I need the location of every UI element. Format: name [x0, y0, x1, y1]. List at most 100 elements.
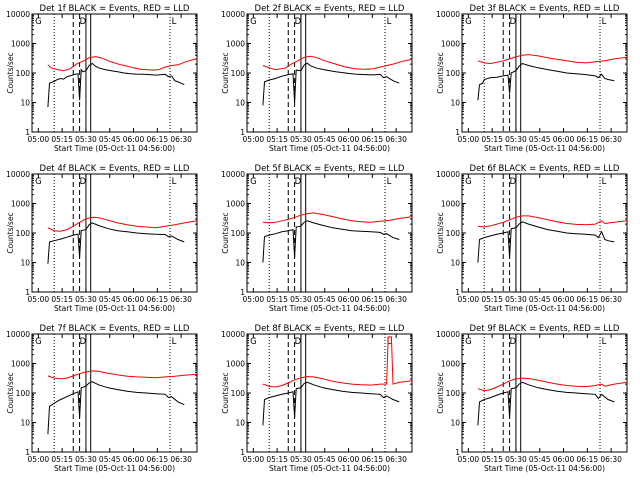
- panel-det-1: Det 1f BLACK = Events, RED = LLD 1 10 100 10…: [6, 4, 198, 153]
- panel-det-7: Det 7f BLACK = Events, RED = LLD 1 10 100 10…: [6, 324, 198, 473]
- marker-label-d: D: [510, 17, 517, 27]
- lld-series-line: [477, 215, 628, 228]
- x-tick-label: 05:30: [75, 295, 97, 304]
- marker-label-l: L: [387, 337, 392, 347]
- x-tick-label: 06:30: [385, 135, 407, 144]
- x-tick-label: 05:15: [481, 455, 503, 464]
- x-tick-label: 06:15: [147, 455, 169, 464]
- plot-frame: [31, 173, 198, 293]
- y-tick-label: 1: [455, 128, 460, 137]
- y-tick-label: 1: [25, 288, 30, 297]
- x-tick-label: 06:00: [123, 135, 145, 144]
- events-series-line: [477, 62, 615, 101]
- marker-label-g: G: [465, 17, 472, 27]
- y-axis-label: Counts/sec: [6, 52, 15, 93]
- panel-title: Det 9f BLACK = Events, RED = LLD: [470, 324, 620, 334]
- marker-label-l: L: [172, 17, 177, 27]
- panel-title: Det 6f BLACK = Events, RED = LLD: [470, 164, 620, 174]
- x-tick-label: 05:30: [75, 455, 97, 464]
- y-tick-label: 10000: [221, 330, 245, 339]
- y-tick-label: 100: [16, 69, 31, 78]
- y-tick-label: 10000: [221, 170, 245, 179]
- panel-det-2: Det 2f BLACK = Events, RED = LLD 1 10 100 10…: [221, 4, 413, 153]
- panel-title: Det 4f BLACK = Events, RED = LLD: [40, 164, 190, 174]
- marker-label-g: G: [35, 337, 42, 347]
- y-axis-label: Counts/sec: [436, 212, 445, 253]
- y-tick-label: 10000: [436, 10, 460, 19]
- y-tick-label: 100: [16, 229, 31, 238]
- marker-label-g: G: [250, 177, 257, 187]
- x-tick-label: 05:00: [243, 295, 265, 304]
- x-tick-label: 05:00: [243, 455, 265, 464]
- marker-label-l: L: [172, 177, 177, 187]
- events-series-line: [47, 62, 185, 108]
- x-tick-label: 06:15: [362, 135, 384, 144]
- panel-title: Det 3f BLACK = Events, RED = LLD: [470, 4, 620, 14]
- x-tick-label: 06:15: [362, 455, 384, 464]
- x-axis-label: Start Time (05-Oct-11 04:56:00): [54, 144, 175, 153]
- x-tick-label: 05:00: [28, 455, 50, 464]
- plot-frame: [461, 13, 628, 133]
- y-tick-label: 1: [455, 288, 460, 297]
- x-axis-label: Start Time (05-Oct-11 04:56:00): [484, 304, 605, 313]
- x-tick-label: 06:00: [338, 455, 360, 464]
- lld-series-line: [47, 216, 198, 232]
- x-tick-label: 05:30: [290, 455, 312, 464]
- x-tick-label: 06:00: [553, 295, 575, 304]
- marker-label-d: D: [80, 17, 87, 27]
- y-tick-label: 1000: [441, 200, 460, 209]
- x-tick-label: 05:00: [28, 135, 50, 144]
- x-tick-label: 05:00: [458, 295, 480, 304]
- x-tick-label: 05:30: [290, 295, 312, 304]
- y-tick-label: 10: [235, 419, 245, 428]
- y-tick-label: 1000: [11, 200, 30, 209]
- y-tick-label: 1000: [226, 360, 245, 369]
- plot-frame: [246, 173, 413, 293]
- panel-det-4: Det 4f BLACK = Events, RED = LLD 1 10 100 10…: [6, 164, 198, 313]
- x-tick-label: 06:15: [577, 295, 599, 304]
- x-tick-label: 05:45: [529, 295, 551, 304]
- marker-label-d: D: [295, 177, 302, 187]
- x-axis-label: Start Time (05-Oct-11 04:56:00): [484, 464, 605, 473]
- y-tick-label: 10000: [6, 170, 30, 179]
- x-axis-label: Start Time (05-Oct-11 04:56:00): [269, 144, 390, 153]
- marker-label-l: L: [387, 17, 392, 27]
- y-tick-label: 10: [450, 259, 460, 268]
- y-tick-label: 100: [16, 389, 31, 398]
- lld-series-line: [262, 336, 413, 388]
- y-tick-label: 1000: [226, 40, 245, 49]
- panel-title: Det 5f BLACK = Events, RED = LLD: [255, 164, 405, 174]
- x-tick-label: 06:15: [577, 455, 599, 464]
- y-tick-label: 10: [20, 259, 30, 268]
- x-tick-label: 06:00: [338, 135, 360, 144]
- events-series-line: [262, 381, 400, 426]
- x-tick-label: 05:45: [99, 135, 121, 144]
- y-axis-label: Counts/sec: [221, 52, 230, 93]
- marker-label-l: L: [602, 337, 607, 347]
- marker-label-d: D: [510, 337, 517, 347]
- x-tick-label: 06:00: [338, 295, 360, 304]
- events-series-line: [477, 221, 615, 263]
- panel-title: Det 7f BLACK = Events, RED = LLD: [40, 324, 190, 334]
- marker-label-l: L: [172, 337, 177, 347]
- plot-frame: [461, 333, 628, 453]
- y-tick-label: 1000: [11, 40, 30, 49]
- x-tick-label: 05:45: [529, 455, 551, 464]
- y-axis-label: Counts/sec: [221, 372, 230, 413]
- x-tick-label: 06:00: [553, 135, 575, 144]
- marker-label-l: L: [387, 177, 392, 187]
- panel-title: Det 8f BLACK = Events, RED = LLD: [255, 324, 405, 334]
- y-tick-label: 10: [450, 99, 460, 108]
- y-tick-label: 1: [455, 448, 460, 457]
- panel-det-5: Det 5f BLACK = Events, RED = LLD 1 10 100 10…: [221, 164, 413, 313]
- y-tick-label: 100: [231, 389, 246, 398]
- y-tick-label: 10000: [6, 330, 30, 339]
- plot-frame: [31, 13, 198, 133]
- x-axis-label: Start Time (05-Oct-11 04:56:00): [269, 304, 390, 313]
- events-series-line: [477, 381, 615, 426]
- x-axis-label: Start Time (05-Oct-11 04:56:00): [54, 304, 175, 313]
- x-tick-label: 05:15: [266, 295, 288, 304]
- x-tick-label: 05:15: [51, 295, 73, 304]
- lld-series-line: [477, 377, 628, 392]
- y-tick-label: 10: [235, 259, 245, 268]
